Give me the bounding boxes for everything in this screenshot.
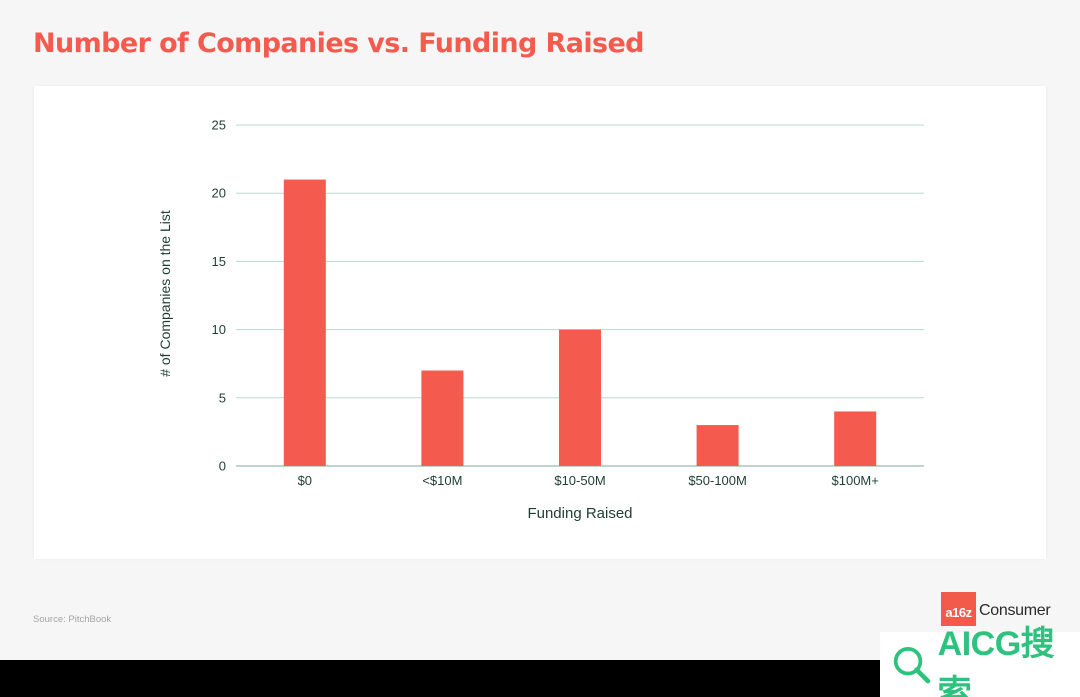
slide-title: Number of Companies vs. Funding Raised	[33, 28, 644, 59]
bar-chart: 0 5 10 15 20 25 $0 <$10M $10-50M $50-100M $100M+ Fu…	[157, 118, 924, 522]
bar	[421, 370, 464, 466]
brand-logo: a16z Consumer	[941, 592, 1051, 626]
x-tick-label: $0	[298, 473, 312, 488]
y-axis-title: # of Companies on the List	[157, 210, 173, 377]
y-tick-label: 15	[212, 254, 226, 269]
x-tick-label: $100M+	[832, 473, 879, 488]
x-tick-label: <$10M	[422, 473, 462, 488]
a16z-logo-box: a16z	[941, 592, 976, 626]
y-tick-label: 25	[212, 118, 226, 133]
bar	[283, 179, 326, 466]
bar	[696, 425, 739, 466]
x-tick-label: $50-100M	[688, 473, 747, 488]
y-tick-label: 10	[212, 322, 226, 337]
source-note: Source: PitchBook	[33, 614, 112, 625]
chart-card: 0 5 10 15 20 25 $0 <$10M $10-50M $50-100M $100M+ Fu…	[34, 86, 1046, 559]
y-tick-label: 5	[219, 390, 226, 405]
watermark-text: AICG搜索	[937, 624, 1055, 697]
bar	[834, 411, 877, 466]
y-tick-label: 0	[219, 459, 226, 474]
watermark: AICG搜索	[880, 625, 1080, 697]
y-tick-label: 20	[212, 186, 226, 201]
x-axis-title: Funding Raised	[527, 505, 632, 522]
brand-name: Consumer	[979, 602, 1051, 619]
x-tick-label: $10-50M	[554, 473, 605, 488]
bar	[559, 329, 601, 466]
magnifier-icon	[893, 646, 931, 684]
